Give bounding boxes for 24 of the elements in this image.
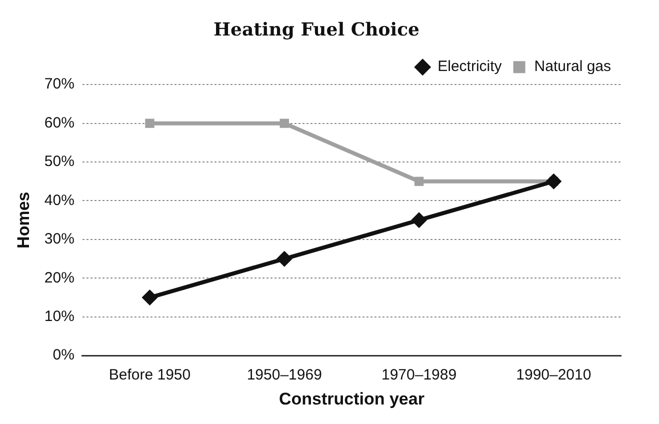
y-tick-label: 0% — [52, 346, 74, 364]
x-axis-title: Construction year — [278, 389, 425, 408]
x-tick-label: 1990–2010 — [516, 366, 592, 384]
y-tick-label: 40% — [44, 192, 74, 209]
y-tick-label: 70% — [44, 76, 74, 93]
point — [411, 212, 428, 228]
x-tick-label: Before 1950 — [108, 366, 191, 384]
chart-title: Heating Fuel Choice — [214, 19, 420, 40]
point — [414, 176, 424, 186]
y-tick-label: 10% — [44, 308, 74, 326]
y-tick-label: 60% — [44, 114, 74, 132]
point — [145, 118, 154, 128]
y-tick-label: 50% — [44, 153, 74, 170]
y-tick-label: 30% — [44, 230, 74, 248]
legend-label: Natural gas — [534, 58, 612, 76]
x-tick-label: 1950–1969 — [246, 366, 322, 384]
point — [142, 290, 158, 306]
y-tick-label: 20% — [44, 269, 74, 286]
y-axis-title: Homes — [14, 192, 33, 248]
point — [276, 250, 292, 267]
point — [546, 173, 562, 190]
point — [280, 118, 289, 128]
x-tick-label: 1970–1989 — [381, 366, 457, 384]
legend-label: Electricity — [438, 58, 502, 76]
